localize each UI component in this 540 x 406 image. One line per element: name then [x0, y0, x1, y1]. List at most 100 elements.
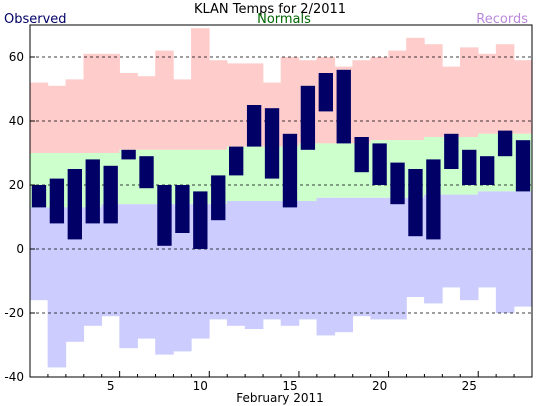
record-low-band-day-13 — [244, 201, 264, 329]
observed-bar-day-7 — [139, 156, 154, 189]
x-axis-label: February 2011 — [236, 391, 324, 405]
x-tick-label: 10 — [193, 379, 208, 393]
record-low-band-day-1 — [29, 207, 49, 301]
x-tick-label: 25 — [462, 379, 477, 393]
record-low-band-day-2 — [47, 207, 67, 368]
record-high-band-day-25 — [459, 47, 479, 137]
legend-normals: Normals — [257, 12, 311, 27]
record-low-band-day-9 — [173, 204, 192, 352]
record-high-band-day-15 — [280, 57, 300, 147]
observed-bar-day-11 — [211, 175, 226, 221]
record-high-band-day-19 — [352, 60, 371, 144]
record-high-band-day-12 — [226, 63, 246, 147]
y-tick-label: 40 — [9, 114, 24, 128]
record-low-band-day-25 — [459, 194, 479, 301]
record-high-band-day-22 — [406, 37, 425, 141]
record-low-band-day-20 — [370, 197, 389, 320]
record-low-band-day-12 — [226, 201, 246, 326]
record-high-band-day-28 — [513, 60, 533, 134]
climate-bands — [29, 28, 533, 368]
normal-band-day-6 — [119, 149, 138, 205]
observed-bar-day-25 — [462, 149, 477, 185]
record-high-band-day-3 — [65, 79, 85, 153]
observed-bar-day-16 — [300, 85, 316, 150]
y-tick-label: 0 — [16, 242, 24, 256]
y-tick-label: 60 — [9, 50, 24, 64]
observed-bar-day-1 — [31, 185, 47, 208]
observed-bar-day-24 — [444, 133, 459, 169]
record-low-band-day-19 — [352, 197, 371, 317]
y-tick-label: -40 — [4, 370, 24, 384]
legend-observed: Observed — [4, 12, 67, 27]
record-high-band-day-21 — [388, 50, 407, 141]
record-high-band-day-23 — [424, 44, 443, 138]
record-low-band-day-11 — [208, 204, 228, 320]
record-high-band-day-24 — [442, 66, 461, 137]
observed-bar-day-4 — [85, 159, 100, 224]
observed-bar-day-10 — [193, 191, 208, 249]
observed-bar-day-13 — [246, 105, 262, 147]
record-high-band-day-2 — [47, 85, 67, 153]
observed-bar-day-19 — [354, 137, 369, 173]
observed-bar-day-3 — [67, 169, 82, 240]
y-tick-label: -20 — [4, 306, 24, 320]
normal-band-day-17 — [316, 143, 336, 198]
record-high-band-day-27 — [495, 44, 515, 134]
y-tick-label: 20 — [9, 178, 24, 192]
normal-band-day-10 — [191, 149, 210, 205]
normal-band-day-13 — [244, 146, 264, 201]
record-low-band-day-17 — [316, 197, 336, 336]
record-low-band-day-27 — [495, 191, 515, 313]
record-high-band-day-26 — [477, 53, 497, 134]
observed-bar-day-8 — [157, 185, 172, 246]
observed-bar-day-5 — [103, 165, 118, 224]
record-low-band-day-15 — [280, 201, 300, 326]
observed-bar-day-15 — [282, 133, 298, 208]
record-low-band-day-26 — [477, 191, 497, 288]
record-low-band-day-14 — [262, 201, 282, 320]
observed-bar-day-22 — [408, 169, 423, 237]
observed-bar-day-21 — [390, 162, 405, 205]
x-axis: 5 10 15 20 25 — [47, 371, 533, 393]
observed-bar-day-27 — [497, 130, 513, 157]
observed-bar-day-18 — [336, 69, 351, 144]
legend-records: Records — [476, 12, 528, 27]
normal-band-day-16 — [298, 143, 318, 201]
observed-bar-day-2 — [49, 178, 65, 224]
y-axis: -40 -20 0 20 40 60 — [4, 50, 35, 384]
record-high-band-day-10 — [191, 28, 210, 150]
record-high-band-day-5 — [101, 53, 120, 153]
observed-bar-day-14 — [264, 108, 280, 179]
record-high-band-day-11 — [208, 60, 228, 150]
record-high-band-day-1 — [29, 82, 49, 153]
x-tick-label: 15 — [282, 379, 297, 393]
record-low-band-day-4 — [83, 207, 103, 326]
record-low-band-day-18 — [334, 197, 354, 333]
record-high-band-day-9 — [173, 79, 192, 150]
observed-bars — [31, 69, 531, 249]
record-low-band-day-21 — [388, 197, 407, 320]
record-high-band-day-6 — [119, 73, 138, 150]
record-high-band-day-20 — [370, 57, 389, 141]
record-high-band-day-8 — [155, 50, 174, 150]
record-high-band-day-4 — [83, 53, 103, 153]
x-tick-label: 20 — [372, 379, 387, 393]
observed-bar-day-9 — [175, 185, 190, 233]
x-tick-label: 5 — [107, 379, 115, 393]
observed-bar-day-6 — [121, 149, 136, 160]
observed-bar-day-23 — [426, 159, 441, 240]
chart-title: KLAN Temps for 2/2011 — [194, 2, 346, 17]
observed-bar-day-20 — [372, 143, 387, 185]
record-low-band-day-7 — [137, 204, 156, 339]
record-low-band-day-16 — [298, 201, 318, 320]
observed-bar-day-12 — [229, 146, 244, 176]
record-high-band-day-7 — [137, 76, 156, 150]
observed-bar-day-28 — [515, 140, 531, 192]
record-low-band-day-5 — [101, 204, 120, 317]
observed-bar-day-26 — [480, 156, 495, 185]
observed-bar-day-17 — [318, 73, 333, 112]
record-low-band-day-6 — [119, 204, 138, 349]
normal-band-day-18 — [334, 143, 354, 198]
record-low-band-day-24 — [442, 194, 461, 288]
